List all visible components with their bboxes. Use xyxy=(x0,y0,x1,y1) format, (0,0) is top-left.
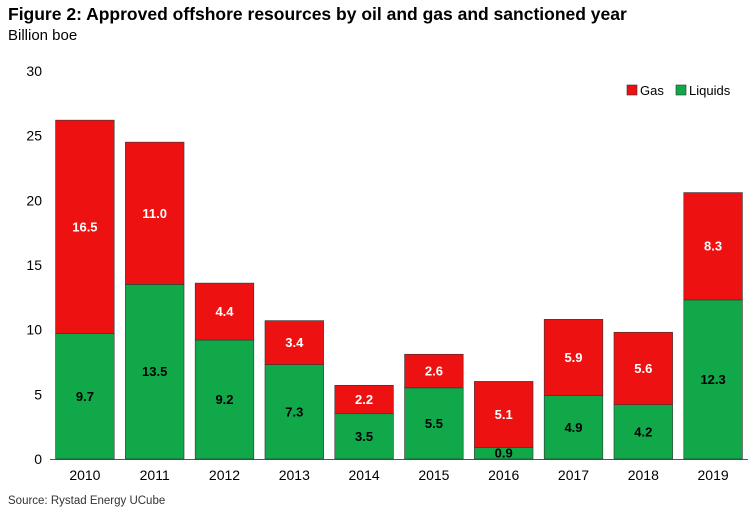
legend-swatch-liquids xyxy=(675,84,687,96)
source-note: Source: Rystad Energy UCube xyxy=(8,495,166,507)
y-tick-label: 20 xyxy=(26,192,42,208)
y-tick-label: 30 xyxy=(26,63,42,79)
x-tick-label: 2016 xyxy=(488,467,519,483)
data-label-liquids: 9.7 xyxy=(76,389,94,404)
data-label-liquids: 4.2 xyxy=(634,424,652,439)
bar-segment-gas xyxy=(474,381,534,448)
data-label-gas: 11.0 xyxy=(142,206,167,221)
bar-segment-liquids xyxy=(334,413,394,460)
data-label-gas: 3.4 xyxy=(285,335,304,350)
x-tick-label: 2010 xyxy=(69,467,100,483)
x-tick-label: 2017 xyxy=(558,467,589,483)
y-tick-label: 0 xyxy=(34,451,42,467)
bar-segment-gas xyxy=(334,384,394,415)
data-label-liquids: 0.9 xyxy=(495,446,513,461)
bar-segment-liquids xyxy=(543,395,604,460)
x-tick-label: 2012 xyxy=(209,467,240,483)
x-tick-label: 2014 xyxy=(349,467,380,483)
bar-segment-gas xyxy=(194,282,255,341)
data-label-gas: 5.1 xyxy=(495,407,513,422)
bar-segment-gas xyxy=(125,141,185,285)
bar-segment-gas xyxy=(55,119,115,334)
legend-swatch-gas xyxy=(626,84,638,96)
bar-segment-liquids xyxy=(264,364,324,460)
x-axis: 2010 2011 2012 2013 2014 2015 2016 2017 2018 2019 xyxy=(50,459,748,483)
bar-segment-gas xyxy=(543,319,604,396)
bar-segment-gas xyxy=(613,331,673,405)
data-label-liquids: 3.5 xyxy=(355,429,373,444)
y-tick-label: 10 xyxy=(26,322,42,338)
legend-label-gas: Gas xyxy=(640,83,664,98)
data-label-liquids: 9.2 xyxy=(215,392,233,407)
bar-segment-gas xyxy=(404,353,464,389)
y-axis: 0 5 10 15 20 25 30 xyxy=(26,63,42,467)
bars: 9.7 16.5 13.5 11.0 9.2 4.4 7.3 3.4 3.5 2.2 5.5 2.6 0… xyxy=(55,119,743,461)
data-label-liquids: 12.3 xyxy=(700,372,725,387)
y-tick-label: 5 xyxy=(34,386,42,402)
x-tick-label: 2018 xyxy=(628,467,659,483)
data-label-liquids: 7.3 xyxy=(285,404,303,419)
bar-segment-liquids xyxy=(55,333,115,460)
chart-subtitle: Billion boe xyxy=(8,27,78,44)
legend-label-liquids: Liquids xyxy=(689,83,731,98)
y-tick-label: 15 xyxy=(26,257,42,273)
data-label-gas: 2.6 xyxy=(425,364,443,379)
bar-segment-liquids xyxy=(194,339,255,460)
x-tick-label: 2013 xyxy=(279,467,310,483)
chart-title: Figure 2: Approved offshore resources by… xyxy=(8,4,627,24)
x-tick-label: 2019 xyxy=(698,467,729,483)
bar-segment-liquids xyxy=(404,387,464,460)
x-tick-label: 2011 xyxy=(140,467,170,483)
data-label-gas: 5.6 xyxy=(634,361,652,376)
bar-segment-gas xyxy=(264,320,324,365)
data-label-gas: 16.5 xyxy=(72,219,97,234)
data-label-gas: 8.3 xyxy=(704,239,722,254)
x-tick-label: 2015 xyxy=(418,467,449,483)
data-label-gas: 4.4 xyxy=(215,304,234,319)
data-label-gas: 5.9 xyxy=(564,350,582,365)
data-label-liquids: 5.5 xyxy=(425,416,443,431)
bar-segment-gas xyxy=(683,192,743,301)
bar-segment-liquids xyxy=(613,404,673,460)
data-label-gas: 2.2 xyxy=(355,392,373,407)
y-tick-label: 25 xyxy=(26,128,42,144)
bar-segment-liquids xyxy=(125,284,185,460)
legend: Gas Liquids xyxy=(626,83,731,98)
data-label-liquids: 13.5 xyxy=(142,364,167,379)
data-label-liquids: 4.9 xyxy=(564,420,582,435)
